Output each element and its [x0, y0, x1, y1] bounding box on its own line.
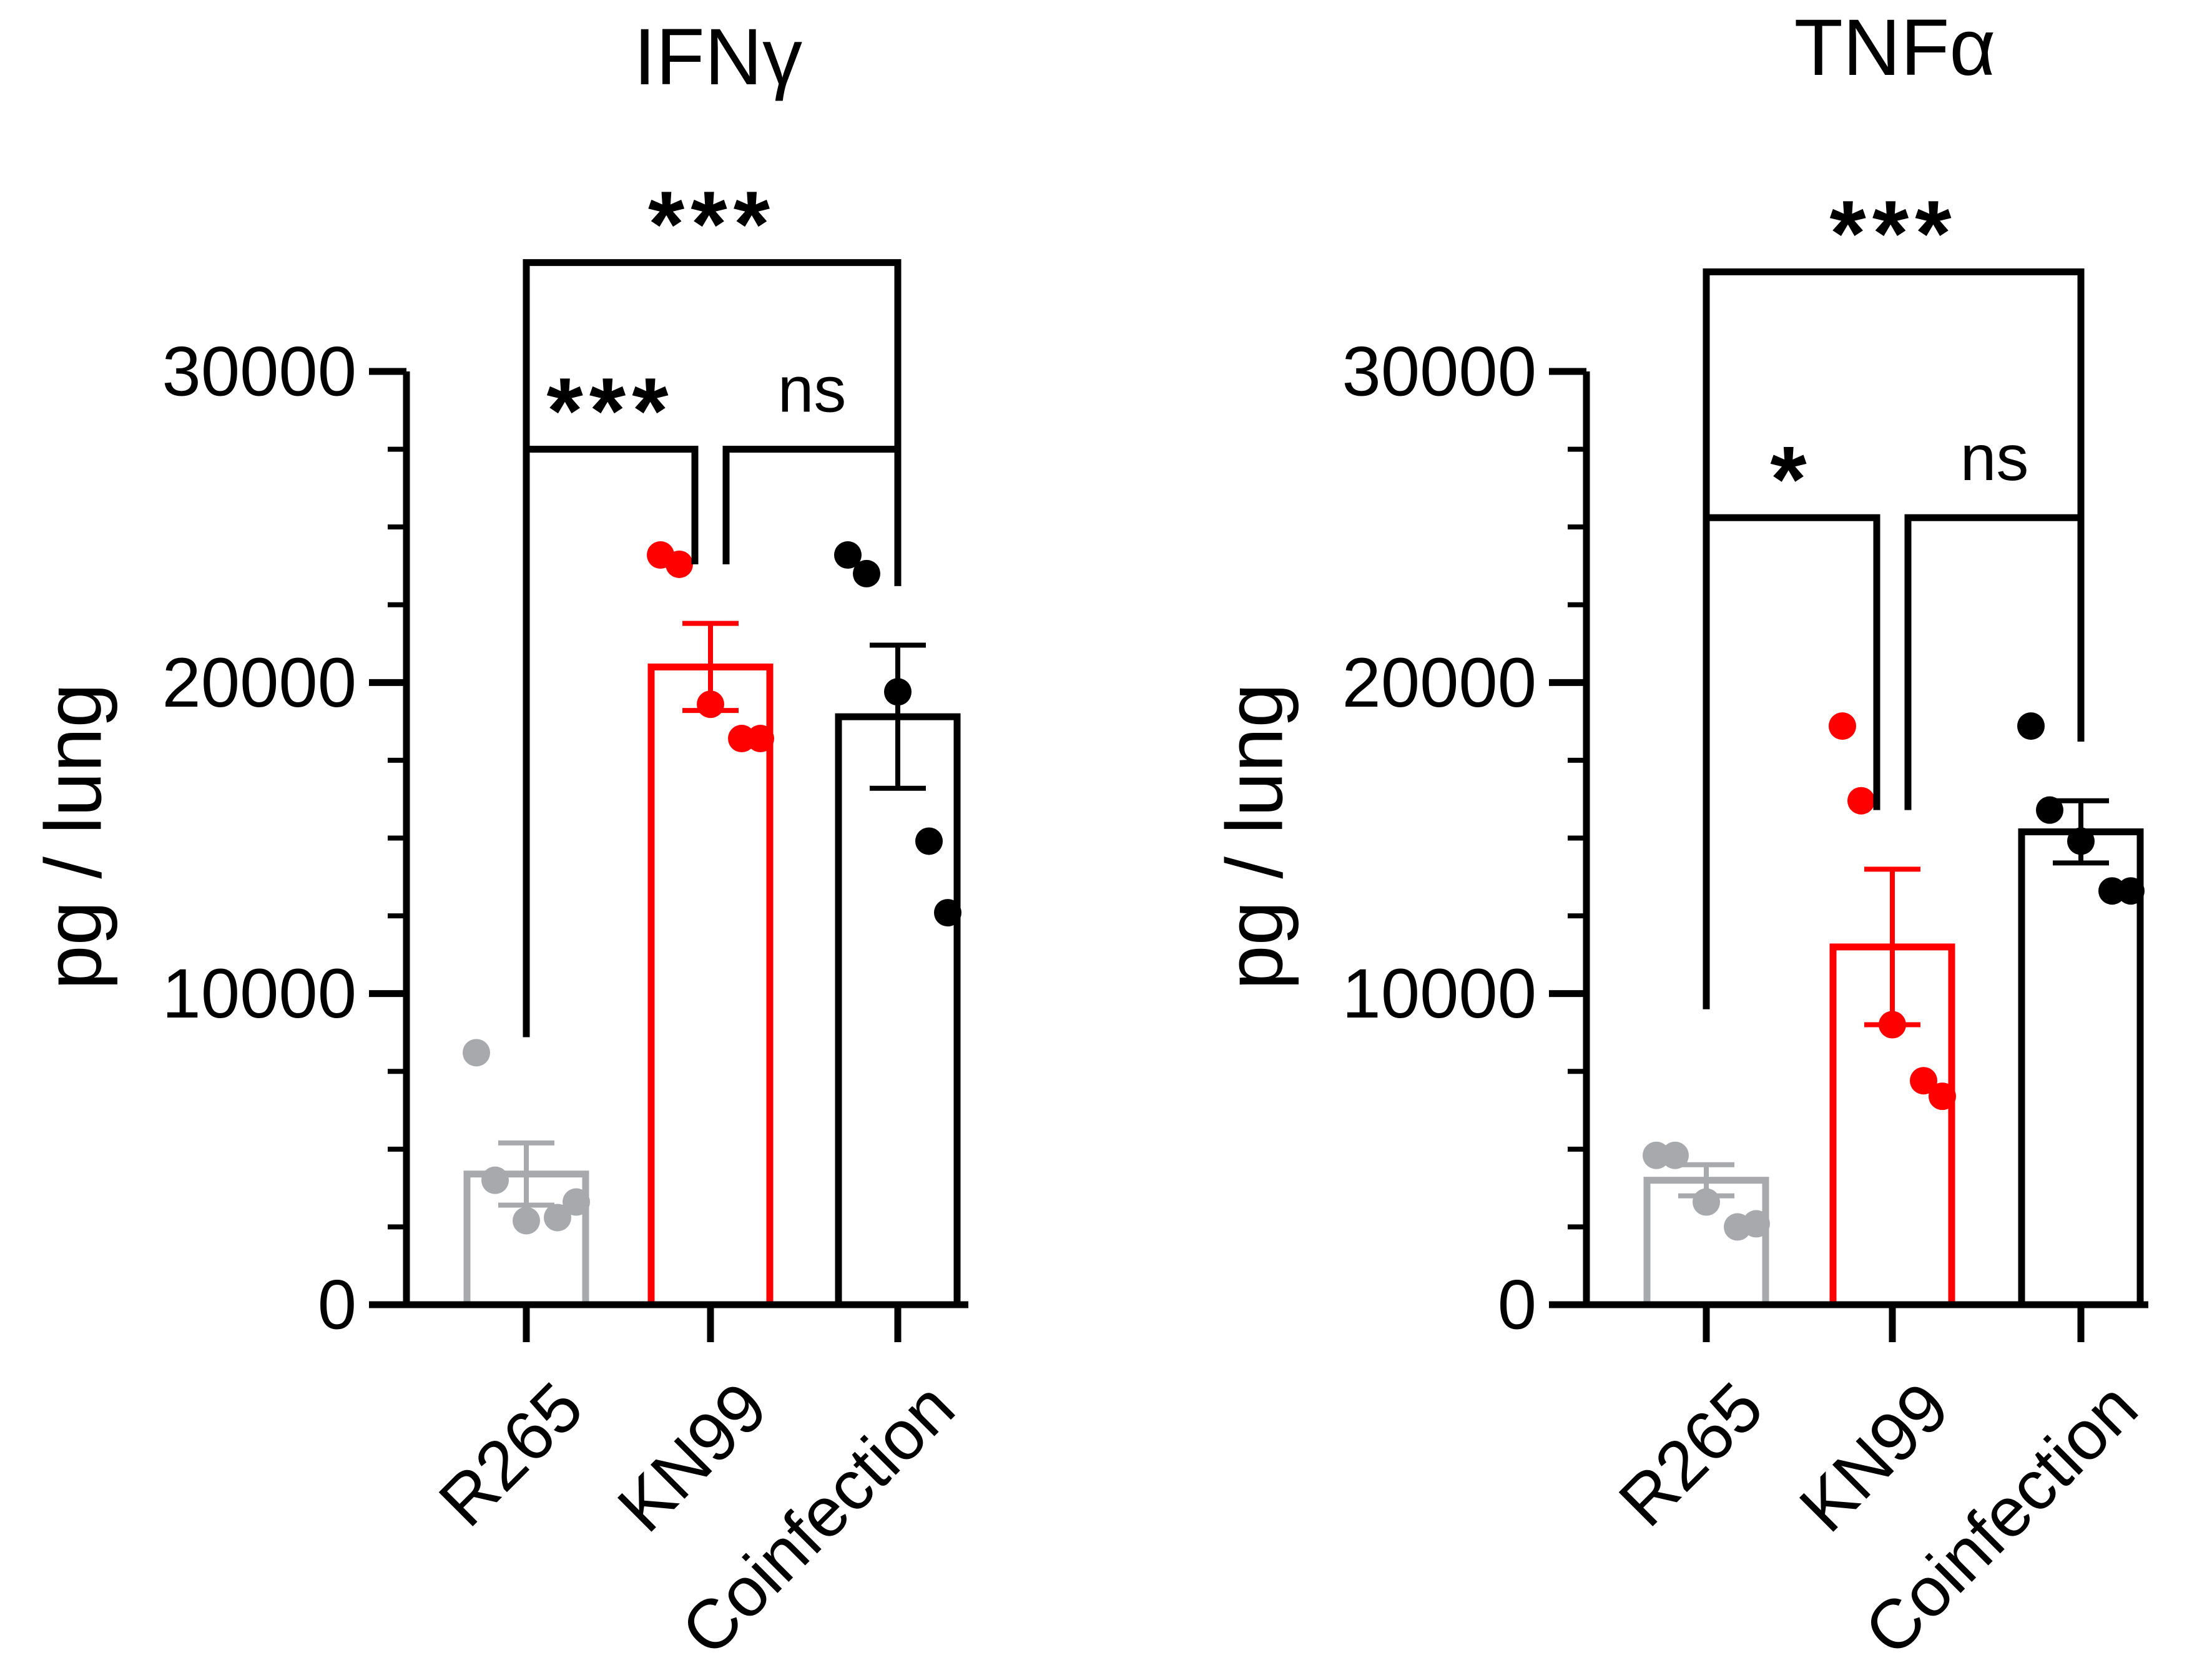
significance-bracket: [1703, 268, 2085, 1009]
significance-bracket: [1904, 514, 2085, 810]
data-point-kn99: [1929, 1082, 1956, 1111]
x-tick-label-kn99: KN99: [603, 1368, 782, 1547]
y-tick-label: 10000: [1342, 954, 1536, 1033]
data-point-coinfection: [884, 678, 912, 706]
y-tick-label: 30000: [162, 333, 356, 411]
significance-bracket: [722, 446, 902, 586]
x-tick-label-r265: R265: [424, 1368, 597, 1541]
data-point-kn99: [1847, 787, 1875, 815]
data-point-coinfection: [834, 541, 862, 569]
data-point-r265: [1693, 1188, 1720, 1216]
significance-label: ***: [1829, 181, 1957, 286]
significance-bracket: [1703, 514, 1880, 1009]
significance-bracket: [523, 446, 699, 1038]
y-tick-label: 0: [318, 1266, 356, 1344]
data-point-r265: [1661, 1141, 1689, 1169]
y-tick-label: 10000: [162, 954, 356, 1033]
y-tick-label: 30000: [1342, 333, 1536, 411]
data-point-r265: [1743, 1210, 1770, 1238]
data-point-r265: [544, 1204, 571, 1232]
data-point-coinfection: [2036, 796, 2063, 824]
significance-bracket: [523, 259, 902, 1038]
data-point-coinfection: [2017, 712, 2045, 740]
significance-label: ***: [648, 172, 776, 277]
data-point-coinfection: [2067, 827, 2095, 855]
data-point-kn99: [1829, 712, 1856, 740]
chart-title: IFNγ: [634, 12, 802, 102]
bar-coinfection: [2018, 828, 2144, 1308]
bar-coinfection: [835, 713, 961, 1308]
data-point-kn99: [1879, 1011, 1906, 1039]
significance-label: ns: [778, 354, 847, 426]
data-point-kn99: [747, 725, 774, 753]
data-point-coinfection: [2117, 877, 2145, 905]
data-point-r265: [513, 1207, 540, 1235]
data-point-coinfection: [915, 827, 943, 855]
data-point-coinfection: [934, 899, 961, 927]
data-point-r265: [463, 1039, 490, 1067]
data-point-kn99: [1910, 1067, 1937, 1095]
y-axis-label: pg / lung: [29, 683, 119, 989]
x-tick-label-kn99: KN99: [1785, 1368, 1964, 1547]
y-tick-label: 20000: [162, 644, 356, 722]
significance-label: ns: [1960, 422, 2029, 494]
y-tick-label: 0: [1498, 1266, 1536, 1344]
data-point-r265: [481, 1166, 509, 1194]
bar-kn99: [647, 663, 774, 1308]
y-tick-label: 20000: [1342, 644, 1536, 722]
y-axis-label: pg / lung: [1211, 683, 1300, 989]
data-point-kn99: [697, 690, 724, 719]
data-point-kn99: [666, 550, 693, 578]
significance-label: *: [1770, 426, 1812, 531]
significance-label: ***: [546, 358, 674, 463]
chart-title: TNFα: [1794, 3, 1996, 92]
data-point-r265: [563, 1188, 590, 1216]
x-tick-label-r265: R265: [1604, 1368, 1777, 1541]
data-point-coinfection: [853, 559, 880, 587]
